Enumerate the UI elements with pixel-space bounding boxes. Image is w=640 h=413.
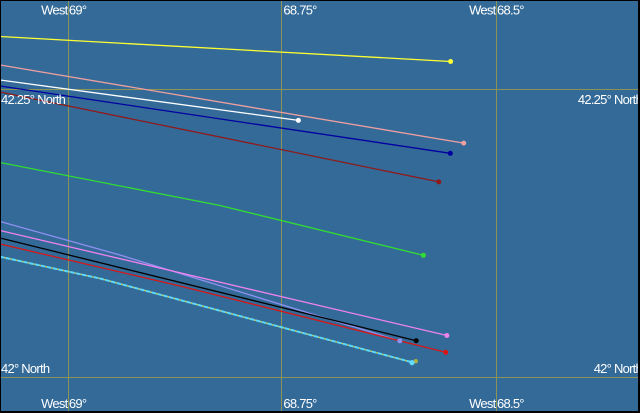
svg-text:69°: 69°: [69, 3, 87, 18]
svg-text:West: West: [469, 3, 497, 18]
svg-text:42° North: 42° North: [1, 361, 50, 376]
svg-text:69°: 69°: [69, 396, 87, 411]
svg-text:42.25° North: 42.25° North: [578, 92, 640, 107]
svg-text:42.25° North: 42.25° North: [1, 92, 66, 107]
svg-text:68.75°: 68.75°: [283, 3, 317, 18]
svg-text:West: West: [41, 396, 69, 411]
svg-text:42° North: 42° North: [594, 361, 640, 376]
svg-text:68.5°: 68.5°: [497, 3, 524, 18]
svg-text:West: West: [41, 3, 69, 18]
svg-text:68.5°: 68.5°: [497, 396, 524, 411]
svg-text:68.75°: 68.75°: [283, 396, 317, 411]
svg-text:West: West: [469, 396, 497, 411]
